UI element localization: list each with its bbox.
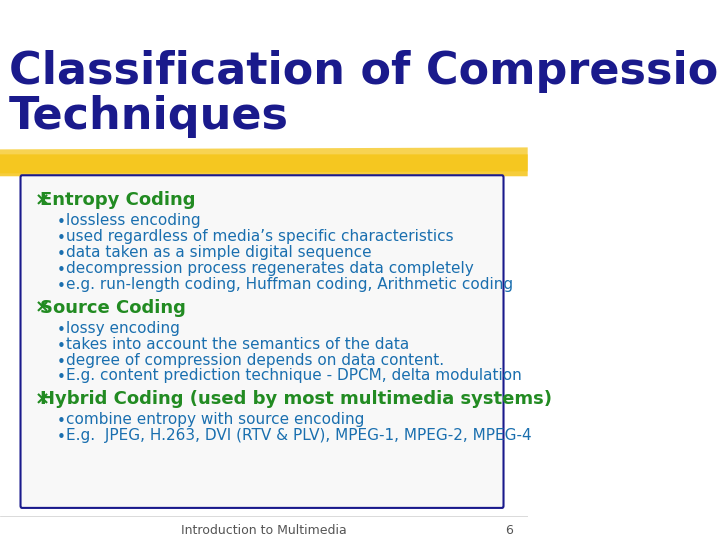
- Text: combine entropy with source encoding: combine entropy with source encoding: [66, 413, 364, 427]
- Text: Introduction to Multimedia: Introduction to Multimedia: [181, 524, 347, 537]
- Text: E.g.  JPEG, H.263, DVI (RTV & PLV), MPEG-1, MPEG-2, MPEG-4: E.g. JPEG, H.263, DVI (RTV & PLV), MPEG-…: [66, 428, 531, 443]
- Text: Entropy Coding: Entropy Coding: [40, 191, 196, 209]
- Text: •: •: [57, 231, 66, 246]
- Text: E.g. content prediction technique - DPCM, delta modulation: E.g. content prediction technique - DPCM…: [66, 368, 522, 383]
- Text: ×: ×: [35, 390, 50, 408]
- Text: •: •: [57, 355, 66, 369]
- Text: Classification of Compression: Classification of Compression: [9, 50, 720, 93]
- Text: Techniques: Techniques: [9, 94, 289, 138]
- Text: •: •: [57, 414, 66, 429]
- Text: Source Coding: Source Coding: [40, 299, 186, 317]
- Text: •: •: [57, 247, 66, 262]
- Text: used regardless of media’s specific characteristics: used regardless of media’s specific char…: [66, 229, 454, 244]
- Text: ×: ×: [35, 299, 50, 317]
- FancyBboxPatch shape: [0, 154, 528, 176]
- Text: •: •: [57, 339, 66, 354]
- Text: lossy encoding: lossy encoding: [66, 321, 180, 336]
- Text: ×: ×: [35, 191, 50, 209]
- Text: •: •: [57, 323, 66, 338]
- Text: •: •: [57, 370, 66, 386]
- Text: degree of compression depends on data content.: degree of compression depends on data co…: [66, 353, 444, 368]
- FancyBboxPatch shape: [21, 176, 503, 508]
- Text: takes into account the semantics of the data: takes into account the semantics of the …: [66, 336, 409, 352]
- Polygon shape: [0, 147, 528, 173]
- Text: •: •: [57, 263, 66, 278]
- Text: e.g. run-length coding, Huffman coding, Arithmetic coding: e.g. run-length coding, Huffman coding, …: [66, 277, 513, 292]
- Text: data taken as a simple digital sequence: data taken as a simple digital sequence: [66, 245, 372, 260]
- Text: •: •: [57, 215, 66, 230]
- Text: lossless encoding: lossless encoding: [66, 213, 201, 228]
- Text: Hybrid Coding (used by most multimedia systems): Hybrid Coding (used by most multimedia s…: [40, 390, 552, 408]
- Text: decompression process regenerates data completely: decompression process regenerates data c…: [66, 261, 474, 276]
- Text: •: •: [57, 430, 66, 445]
- Text: •: •: [57, 279, 66, 294]
- Text: 6: 6: [505, 524, 513, 537]
